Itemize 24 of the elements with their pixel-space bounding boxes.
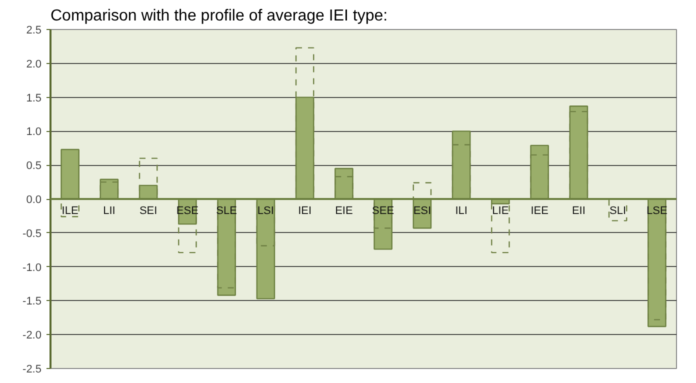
chart-title: Comparison with the profile of average IEI type: <box>50 8 388 24</box>
y-tick-label: -1.0 <box>22 262 42 274</box>
y-tick-label: 0.0 <box>26 194 42 206</box>
y-tick-label: -1.5 <box>22 296 42 308</box>
y-tick-label: 1.5 <box>26 92 42 104</box>
x-tick-label: ILI <box>455 205 468 217</box>
x-tick-label: IEE <box>530 205 548 217</box>
y-tick-label: -2.0 <box>22 330 42 342</box>
y-tick-label: 2.0 <box>26 58 42 70</box>
x-tick-label: EII <box>572 205 586 217</box>
y-tick-label: 1.0 <box>26 126 42 138</box>
x-tick-label: SEI <box>139 205 158 217</box>
x-tick-label: SLI <box>610 205 626 217</box>
x-tick-label: ILE <box>62 205 78 217</box>
x-tick-label: LSI <box>257 205 274 217</box>
y-tick-label: -0.5 <box>22 228 42 240</box>
x-tick-label: IEI <box>298 205 312 217</box>
x-tick-label: EIE <box>335 205 353 217</box>
y-tick-label: 0.5 <box>26 160 42 172</box>
x-tick-label: LII <box>103 205 116 217</box>
x-tick-label: LIE <box>492 205 509 217</box>
x-tick-label: ESI <box>413 205 432 217</box>
y-tick-label: -2.5 <box>22 364 42 376</box>
y-tick-label: 2.5 <box>26 24 42 36</box>
